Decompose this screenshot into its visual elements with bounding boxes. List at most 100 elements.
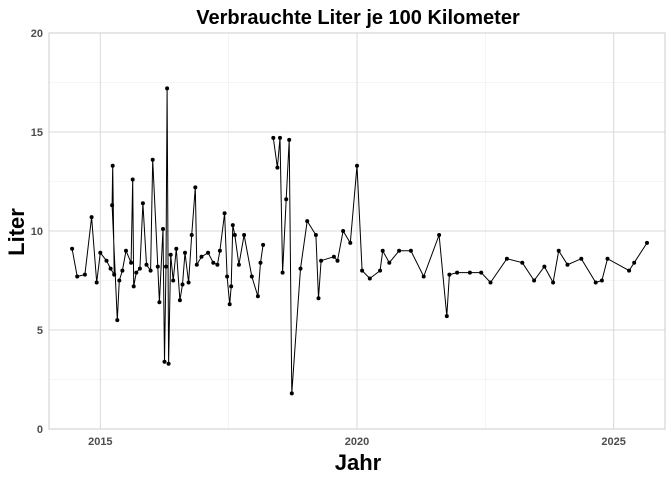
data-point <box>319 258 324 263</box>
data-point <box>171 278 176 283</box>
data-point <box>217 248 222 253</box>
data-point <box>242 233 247 237</box>
y-tick-label: 0 <box>37 424 43 436</box>
data-point <box>129 260 134 265</box>
x-tick-label: 2025 <box>601 436 625 448</box>
data-point <box>161 227 165 231</box>
data-point <box>144 262 149 267</box>
x-axis-ticks: 2015 2020 2025 <box>88 436 626 448</box>
y-tick-label: 20 <box>31 28 43 40</box>
data-point <box>447 272 452 277</box>
data-point <box>258 260 263 265</box>
data-point <box>130 177 135 182</box>
data-point <box>408 248 413 253</box>
data-point <box>348 240 353 245</box>
data-point <box>289 391 294 396</box>
data-point <box>556 248 561 253</box>
data-point <box>94 280 99 285</box>
data-point <box>194 262 199 267</box>
data-point <box>542 264 547 269</box>
data-point <box>387 260 392 265</box>
data-point <box>174 246 179 251</box>
data-point <box>115 318 120 323</box>
chart-title: Verbrauchte Liter je 100 Kilometer <box>196 7 520 29</box>
x-tick-label: 2020 <box>345 436 369 448</box>
data-point <box>455 270 460 275</box>
data-point <box>225 274 230 279</box>
data-point <box>108 266 113 271</box>
data-point <box>275 165 280 170</box>
data-point <box>157 300 162 305</box>
data-point <box>645 240 649 245</box>
data-point <box>134 270 139 275</box>
data-point <box>112 272 117 277</box>
data-point <box>131 284 136 289</box>
data-point <box>335 258 340 263</box>
data-point <box>280 270 285 275</box>
series-line <box>272 137 648 394</box>
data-point <box>232 233 237 237</box>
data-point <box>261 242 266 247</box>
data-point <box>229 284 234 289</box>
data-point <box>70 246 75 251</box>
data-point <box>284 197 289 202</box>
data-point <box>488 280 493 285</box>
data-point <box>206 250 211 255</box>
data-point <box>298 266 303 271</box>
y-axis-ticks: 0 5 10 15 20 <box>31 28 43 436</box>
data-point <box>421 274 426 279</box>
x-axis-title: Jahr <box>335 450 382 475</box>
data-point <box>249 274 254 279</box>
data-point <box>255 294 260 299</box>
data-point <box>355 163 359 168</box>
data-point <box>271 135 276 140</box>
series-group <box>70 86 649 396</box>
data-point <box>565 262 570 267</box>
data-point <box>551 280 556 285</box>
data-point <box>227 302 232 307</box>
y-tick-label: 15 <box>31 127 43 139</box>
data-point <box>110 163 115 168</box>
data-point <box>177 298 182 303</box>
data-point <box>75 274 80 279</box>
data-point <box>82 272 87 277</box>
data-point <box>632 260 637 265</box>
data-point <box>605 256 610 261</box>
data-point <box>98 250 103 255</box>
data-point <box>140 201 145 206</box>
data-point <box>150 157 155 162</box>
data-point <box>287 137 292 142</box>
data-point <box>180 282 185 287</box>
data-point <box>183 250 187 255</box>
data-point <box>593 280 598 285</box>
data-point <box>148 268 153 273</box>
data-point <box>532 278 537 283</box>
data-point <box>579 256 584 261</box>
data-point <box>331 254 336 259</box>
data-point <box>230 223 235 228</box>
plot-panel-border <box>48 32 666 430</box>
y-tick-label: 10 <box>31 226 43 238</box>
data-point <box>236 262 241 267</box>
data-point <box>193 185 198 190</box>
data-point <box>397 248 402 253</box>
data-point <box>89 215 94 220</box>
data-point <box>104 258 109 263</box>
data-point <box>211 260 216 265</box>
data-point <box>367 276 372 281</box>
data-point <box>164 264 168 269</box>
series-line <box>71 88 264 364</box>
data-point <box>520 260 525 265</box>
y-axis-title: Liter <box>4 208 29 256</box>
data-point <box>189 233 194 237</box>
data-point <box>504 256 509 261</box>
data-point <box>305 219 310 224</box>
data-point <box>313 233 318 237</box>
data-point <box>627 268 632 273</box>
data-point <box>155 264 160 269</box>
data-point <box>110 203 115 208</box>
data-point <box>165 86 170 91</box>
data-point <box>316 296 321 301</box>
data-point <box>168 252 173 257</box>
